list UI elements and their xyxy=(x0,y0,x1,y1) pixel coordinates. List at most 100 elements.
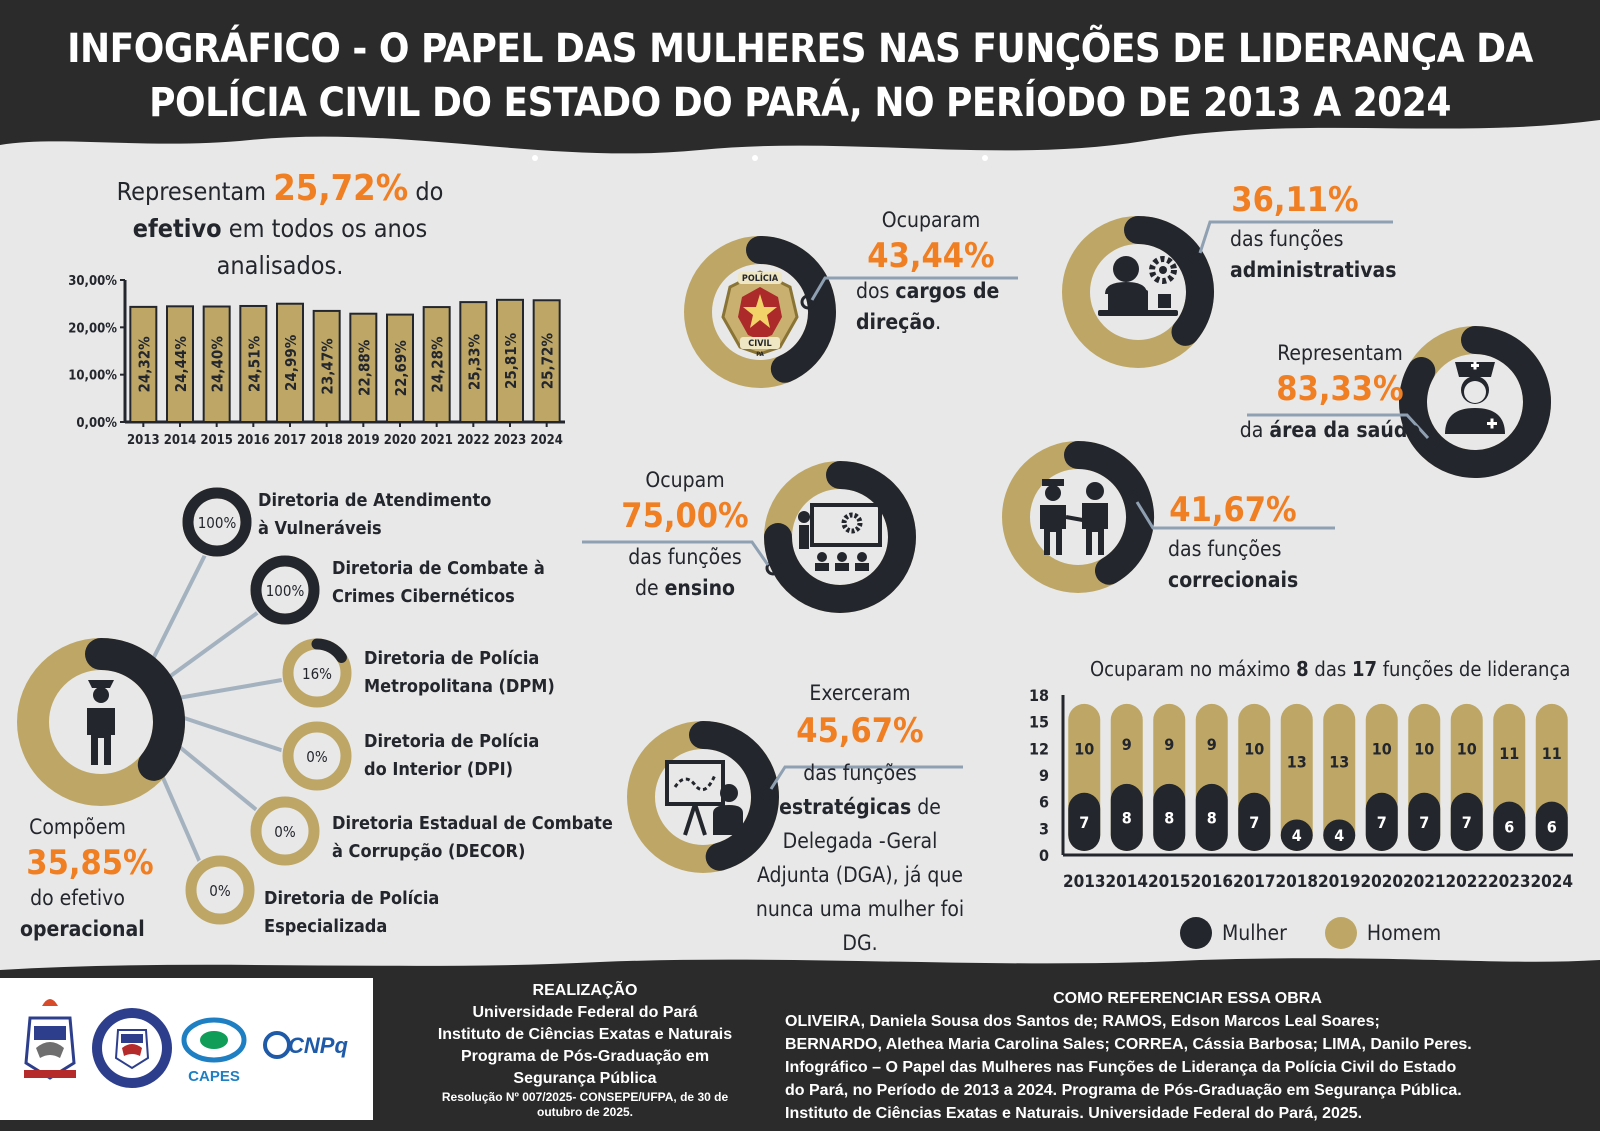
estrategicas-text: Exerceram 45,67% das funções estratégica… xyxy=(740,678,980,960)
chart2-label-homem: 11 xyxy=(1542,744,1562,763)
direcao-connector xyxy=(800,276,1018,310)
nurse-icon xyxy=(1445,361,1505,434)
cnpq-logo-icon: CNPq xyxy=(263,1031,348,1059)
direcao-donut-fill xyxy=(746,236,836,383)
diretoria-donut-0: 100% xyxy=(181,486,253,558)
diretoria-donut-2: 16% xyxy=(281,637,353,709)
referencia-l3: Infográfico – O Papel das Mulheres nas F… xyxy=(785,1059,1457,1076)
diretoria-label-5: Diretoria de Polícia Especializada xyxy=(264,885,439,941)
efetivo-rest: em todos os anos analisados. xyxy=(216,214,428,280)
officer-detainee-icon xyxy=(1040,479,1108,555)
diretoria-donut-fill-1 xyxy=(250,555,320,625)
referencia-block: COMO REFERENCIAR ESSA OBRA OLIVEIRA, Dan… xyxy=(785,987,1590,1125)
chart2-xtick-label: 2022 xyxy=(1445,872,1488,892)
referencia-l5: Instituto de Ciências Exatas e Naturais.… xyxy=(785,1105,1363,1122)
saude-donut-ring xyxy=(1399,326,1551,478)
chart2-label-homem: 10 xyxy=(1244,739,1264,758)
chart2-xtick-label: 2016 xyxy=(1190,872,1233,892)
diretoria-label-1-l2: Crimes Cibernéticos xyxy=(332,586,515,607)
chart1-value-label: 25,81% xyxy=(502,332,520,389)
diretoria-label-2-l2: Metropolitana (DPM) xyxy=(364,676,555,697)
operacional-pre: Compõem xyxy=(29,815,126,839)
estrategicas-l2a: estratégicas xyxy=(779,795,912,819)
chart1-xtick-label: 2017 xyxy=(274,433,307,448)
chart2-label-homem: 10 xyxy=(1414,739,1434,758)
badge-bottom-text: CIVIL xyxy=(748,339,771,349)
efetivo-prefix: Representam xyxy=(116,177,267,206)
chart2-bar-mulher xyxy=(1535,801,1568,851)
diretoria-donut-base-4 xyxy=(250,796,320,866)
diretoria-pct-4: 0% xyxy=(274,823,296,841)
correcionais-donut-ring xyxy=(1002,441,1154,593)
diretoria-label-2-l1: Diretoria de Polícia xyxy=(364,648,540,669)
direcao-line2b: direção xyxy=(856,310,936,334)
direcao-line1b: cargos de xyxy=(895,279,1000,303)
chart1-value-label: 25,33% xyxy=(465,333,483,390)
chart2-label-mulher: 7 xyxy=(1377,813,1387,832)
chart1-xtick-label: 2013 xyxy=(127,433,160,448)
diretoria-label-3-l1: Diretoria de Polícia xyxy=(364,731,540,752)
operacional-l2: operacional xyxy=(20,917,145,941)
chart1-value-label: 25,72% xyxy=(539,333,557,390)
chart2-xtick-label: 2018 xyxy=(1275,872,1318,892)
chart2-label-mulher: 6 xyxy=(1547,817,1557,836)
chart2-ytick-label: 15 xyxy=(1029,713,1049,732)
operacional-text: Compõem 35,85% do efetivo operacional xyxy=(20,812,154,945)
chart1-bar xyxy=(166,305,194,423)
chart1-value-label: 24,99% xyxy=(282,334,300,391)
ensino-donut-fill xyxy=(764,461,916,613)
estrategicas-connector xyxy=(759,765,963,801)
chart1-xtick-label: 2014 xyxy=(164,433,197,448)
ensino-pct: 75,00% xyxy=(621,496,749,536)
efetivo-bar-chart: 0,00% 10,00% 20,00% 30,00% 24,32% 2013 24,44% 2… xyxy=(68,274,565,448)
diretoria-donut-4: 0% xyxy=(249,795,321,867)
page-title: INFOGRÁFICO - O PAPEL DAS MULHERES NAS F… xyxy=(67,26,1533,126)
administrativas-pct: 36,11% xyxy=(1231,180,1359,220)
diretoria-donut-fill-2 xyxy=(311,638,347,663)
administrativas-connector xyxy=(1188,220,1393,265)
chart2-xtick-label: 2014 xyxy=(1105,872,1148,892)
chart1-value-label: 22,88% xyxy=(355,339,373,396)
chart1-xtick-label: 2022 xyxy=(457,433,490,448)
chart1-xtick-label: 2016 xyxy=(237,433,270,448)
saude-text: Representam 83,33% da área da saúde xyxy=(1240,338,1430,446)
ensino-pre: Ocupam xyxy=(645,468,725,492)
saude-donut xyxy=(1399,326,1551,478)
chart2-bar-mulher xyxy=(1238,792,1271,851)
chart2-label-homem: 9 xyxy=(1207,735,1217,754)
saude-donut-fill xyxy=(1399,326,1551,478)
ensino-text: Ocupam 75,00% das funções de ensino xyxy=(620,465,750,604)
chart2-bar-mulher xyxy=(1450,792,1483,851)
teacher-presentation-icon xyxy=(798,503,882,571)
saude-connector xyxy=(1247,413,1440,450)
operacional-tree: 100% 100% 16% 0% 0% 0% xyxy=(17,486,353,926)
capes-logo-text: CAPES xyxy=(188,1068,240,1085)
saude-pre: Representam xyxy=(1277,341,1403,365)
correcionais-pct: 41,67% xyxy=(1169,490,1297,530)
referencia-l1: OLIVEIRA, Daniela Sousa dos Santos de; R… xyxy=(785,1013,1380,1030)
chart1-ytick-label: 20,00% xyxy=(68,321,117,336)
administrativas-donut-ring xyxy=(1062,216,1214,368)
chart2-label-mulher: 7 xyxy=(1249,813,1259,832)
direcao-donut-ring xyxy=(684,236,836,388)
chart2-ytick-label: 9 xyxy=(1039,766,1049,785)
diretoria-donut-1: 100% xyxy=(249,554,321,626)
realizacao-l3: Programa de Pós-Graduação em xyxy=(460,1048,710,1065)
chart2-label-mulher: 8 xyxy=(1164,808,1174,827)
diretoria-donut-base-5 xyxy=(185,855,255,925)
administrativas-line1: das funções xyxy=(1230,227,1344,251)
header-background xyxy=(0,0,1600,161)
chart2-ytick-label: 0 xyxy=(1039,846,1049,865)
administrativas-donut xyxy=(1062,216,1214,368)
operacional-donut xyxy=(17,638,185,806)
chart2-label-homem: 10 xyxy=(1372,739,1392,758)
chart1-xtick-label: 2023 xyxy=(494,433,527,448)
chart2-bar-mulher xyxy=(1195,783,1228,851)
diretoria-pct-2: 16% xyxy=(302,665,332,683)
chart1-ytick-label: 10,00% xyxy=(68,369,117,384)
police-badge-icon: POLÍCIA CIVIL PA xyxy=(721,270,799,358)
chart1-value-label: 24,40% xyxy=(209,336,227,393)
ensino-line2a: de xyxy=(634,576,659,600)
chart1-xtick-label: 2021 xyxy=(420,433,453,448)
correcionais-line2: correcionais xyxy=(1168,568,1299,592)
